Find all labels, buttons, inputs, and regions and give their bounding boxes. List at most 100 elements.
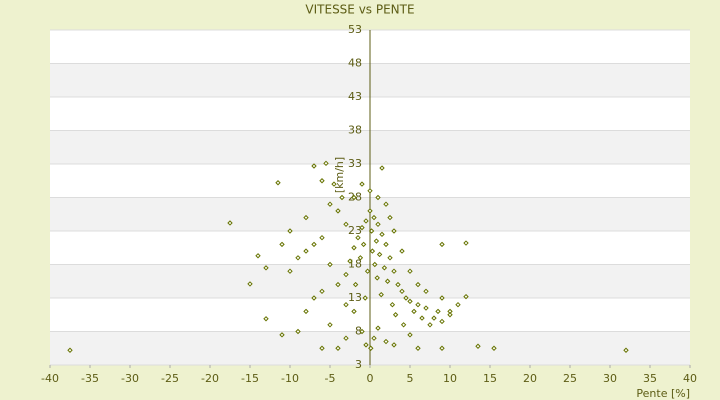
data-point <box>423 288 429 295</box>
data-point <box>367 208 373 214</box>
y-tick-label: 23 <box>348 224 362 237</box>
y-tick-label: 13 <box>348 291 362 304</box>
data-point <box>67 347 73 353</box>
x-tick-label: -5 <box>325 372 336 385</box>
data-point <box>369 248 376 254</box>
data-point <box>351 245 357 251</box>
data-point <box>303 214 309 221</box>
y-tick-label: 3 <box>355 358 362 371</box>
data-point <box>263 316 269 322</box>
data-point <box>375 194 381 201</box>
data-point <box>279 241 285 248</box>
data-point <box>287 268 293 274</box>
data-point <box>351 194 357 201</box>
data-point <box>395 281 401 288</box>
data-point <box>463 293 469 300</box>
data-point <box>360 241 367 248</box>
data-point <box>263 265 269 271</box>
data-point <box>371 214 377 221</box>
data-point <box>311 295 317 301</box>
data-point <box>295 255 301 261</box>
data-point <box>364 268 371 274</box>
data-point <box>439 295 445 301</box>
data-point <box>362 295 368 301</box>
data-point <box>371 335 377 341</box>
data-point <box>391 342 397 348</box>
data-point <box>355 234 361 241</box>
data-point <box>343 221 349 228</box>
data-point <box>387 255 393 261</box>
data-point <box>407 332 413 338</box>
data-point <box>359 181 365 187</box>
data-point <box>368 345 374 351</box>
data-point <box>359 224 365 231</box>
data-point <box>399 288 405 295</box>
data-point <box>415 301 421 308</box>
data-point <box>275 180 281 186</box>
data-point <box>363 218 369 224</box>
data-point <box>303 308 309 315</box>
data-point <box>439 345 445 351</box>
data-point <box>357 255 364 261</box>
data-point <box>423 305 429 311</box>
data-point <box>343 271 349 278</box>
data-point <box>373 238 380 244</box>
data-point <box>247 281 253 287</box>
y-tick-label: 33 <box>348 157 362 170</box>
data-point <box>411 308 417 315</box>
data-point <box>379 231 385 238</box>
data-point <box>319 234 325 241</box>
x-tick-label: 5 <box>407 372 414 385</box>
x-tick-label: -10 <box>281 372 299 385</box>
data-point <box>339 194 345 201</box>
data-point <box>331 181 337 187</box>
data-point <box>319 178 325 184</box>
data-point <box>359 328 365 335</box>
data-point <box>475 343 481 349</box>
data-point <box>439 318 445 325</box>
data-point <box>295 328 301 335</box>
data-point <box>391 228 397 234</box>
data-point <box>427 322 433 328</box>
x-tick-label: -25 <box>161 372 179 385</box>
data-point <box>381 265 388 271</box>
x-tick-label: 20 <box>523 372 537 385</box>
x-tick-label: -30 <box>121 372 139 385</box>
x-tick-label: -20 <box>201 372 219 385</box>
data-point <box>335 281 341 288</box>
data-point <box>447 312 453 318</box>
x-tick-label: -40 <box>41 372 59 385</box>
x-tick-label: 25 <box>563 372 577 385</box>
data-point <box>379 165 385 171</box>
data-point <box>375 221 381 228</box>
y-tick-label: 8 <box>355 325 362 338</box>
data-point <box>387 214 393 221</box>
x-tick-label: -15 <box>241 372 259 385</box>
x-tick-label: 15 <box>483 372 497 385</box>
x-tick-label: 10 <box>443 372 457 385</box>
data-point <box>319 288 325 295</box>
data-point <box>351 308 357 315</box>
data-point <box>399 248 405 254</box>
data-point <box>415 345 421 351</box>
data-point <box>363 342 369 348</box>
data-point <box>279 332 285 338</box>
data-point <box>463 240 469 246</box>
x-tick-label: 35 <box>643 372 657 385</box>
data-point <box>491 345 497 351</box>
data-point <box>623 347 629 353</box>
data-point <box>419 315 425 321</box>
data-point <box>375 325 381 331</box>
data-point <box>383 338 389 345</box>
data-point <box>335 208 341 214</box>
y-tick-label: 53 <box>348 23 362 36</box>
data-point <box>347 258 353 264</box>
x-tick-label: 30 <box>603 372 617 385</box>
chart-title: VITESSE vs PENTE <box>305 3 414 17</box>
data-point <box>327 322 333 328</box>
data-point <box>327 201 333 207</box>
data-point <box>368 228 375 234</box>
data-point <box>391 268 397 274</box>
